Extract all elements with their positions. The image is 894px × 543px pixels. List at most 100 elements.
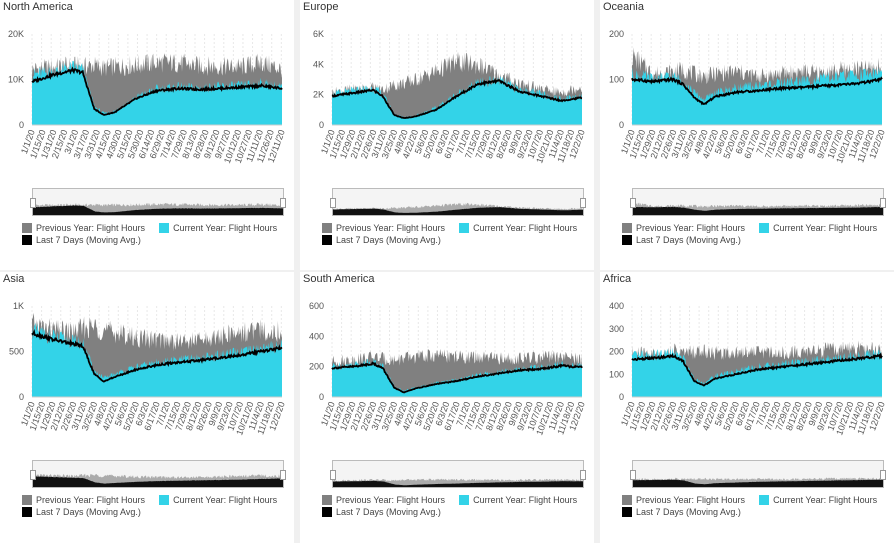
legend-swatch [22,223,32,233]
navigator-right-handle[interactable] [280,470,286,480]
y-tick-label: 6K [313,29,324,39]
chart-legend: Previous Year: Flight Hours Current Year:… [322,494,591,518]
series-moving-average-line [331,361,583,394]
navigator-moving-area [333,207,583,215]
legend-moving-average[interactable]: Last 7 Days (Moving Avg.) [322,235,441,245]
range-navigator[interactable] [630,460,886,488]
chart-legend: Previous Year: Flight Hours Current Year:… [622,494,891,518]
chart-svg: 02004006001/1/201/15/201/29/202/12/202/2… [309,301,587,437]
y-tick-label: 100 [609,75,624,85]
range-navigator[interactable] [330,188,586,216]
series-moving-average-line [31,329,283,383]
panel-title: North America [3,1,73,13]
y-tick-label: 600 [309,301,324,311]
legend-moving-average[interactable]: Last 7 Days (Moving Avg.) [22,507,141,517]
chart-panel: North America 0 10K 20K 1/1/20 1/15/20 1/31/20… [0,0,294,270]
y-tick-label: 0 [619,120,624,130]
legend-label: Last 7 Days (Moving Avg.) [36,507,141,517]
legend-moving-average[interactable]: Last 7 Days (Moving Avg.) [322,507,441,517]
legend-label: Last 7 Days (Moving Avg.) [336,507,441,517]
legend-label: Last 7 Days (Moving Avg.) [36,235,141,245]
legend-swatch [622,223,632,233]
legend-previous-year[interactable]: Previous Year: Flight Hours [622,495,745,505]
y-tick-label: 0 [319,392,324,402]
navigator-left-handle[interactable] [330,198,336,208]
legend-swatch [622,495,632,505]
y-tick-label: 0 [319,120,324,130]
navigator-right-handle[interactable] [580,470,586,480]
y-tick-label: 0 [619,392,624,402]
legend-moving-average[interactable]: Last 7 Days (Moving Avg.) [622,235,741,245]
legend-swatch [459,223,470,233]
series-moving-average-line [331,77,583,119]
y-tick-label: 10K [8,75,24,85]
y-tick-label: 2K [313,90,324,100]
chart-panel: South America 0 200 400 600 1/1/20 1/15/20 1/29… [300,272,594,543]
panel-title: Europe [303,1,339,13]
legend-swatch [759,495,770,505]
series-moving-average-line [31,66,283,116]
y-tick-label: 1K [13,301,24,311]
legend-label: Current Year: Flight Hours [473,223,578,233]
y-tick-label: 20K [8,29,24,39]
navigator-left-handle[interactable] [330,470,336,480]
legend-label: Current Year: Flight Hours [773,495,878,505]
legend-previous-year[interactable]: Previous Year: Flight Hours [622,223,745,233]
legend-current-year[interactable]: Current Year: Flight Hours [759,495,877,505]
range-navigator[interactable] [630,188,886,216]
legend-label: Current Year: Flight Hours [173,495,278,505]
navigator-svg [33,473,283,487]
legend-current-year[interactable]: Current Year: Flight Hours [159,495,277,505]
legend-current-year[interactable]: Current Year: Flight Hours [459,495,577,505]
legend-current-year[interactable]: Current Year: Flight Hours [759,223,877,233]
chart-svg: 01002001/1/201/15/201/29/202/12/202/26/2… [609,29,887,165]
panel-title: Oceania [603,1,644,13]
y-tick-label: 4K [313,59,324,69]
chart-svg: 05001K1/1/201/15/201/29/202/12/202/26/20… [9,301,287,437]
navigator-left-handle[interactable] [630,198,636,208]
y-tick-label: 200 [609,347,624,357]
legend-moving-average[interactable]: Last 7 Days (Moving Avg.) [22,235,141,245]
range-navigator[interactable] [330,460,586,488]
y-tick-label: 200 [609,29,624,39]
panel-title: South America [303,273,375,285]
navigator-left-handle[interactable] [30,470,36,480]
legend-previous-year[interactable]: Previous Year: Flight Hours [322,223,445,233]
legend-swatch [22,235,32,245]
chart-legend: Previous Year: Flight Hours Current Year:… [322,222,591,246]
legend-swatch [322,495,332,505]
range-navigator[interactable] [30,460,286,488]
navigator-svg [33,203,283,215]
series-moving-average-line [631,76,883,106]
legend-current-year[interactable]: Current Year: Flight Hours [459,223,577,233]
legend-label: Previous Year: Flight Hours [36,495,146,505]
legend-previous-year[interactable]: Previous Year: Flight Hours [22,223,145,233]
legend-current-year[interactable]: Current Year: Flight Hours [159,223,277,233]
y-tick-label: 500 [9,347,24,357]
legend-label: Previous Year: Flight Hours [36,223,146,233]
navigator-moving-area [33,476,283,487]
y-tick-label: 300 [609,324,624,334]
legend-previous-year[interactable]: Previous Year: Flight Hours [22,495,145,505]
legend-swatch [322,223,332,233]
legend-label: Previous Year: Flight Hours [636,495,746,505]
legend-moving-average[interactable]: Last 7 Days (Moving Avg.) [622,507,741,517]
navigator-right-handle[interactable] [280,198,286,208]
range-navigator[interactable] [30,188,286,216]
legend-previous-year[interactable]: Previous Year: Flight Hours [322,495,445,505]
navigator-right-handle[interactable] [880,470,886,480]
legend-label: Previous Year: Flight Hours [336,223,446,233]
panel-title: Asia [3,273,25,285]
navigator-moving-area [633,479,883,487]
navigator-left-handle[interactable] [630,470,636,480]
navigator-svg [333,478,583,487]
chart-legend: Previous Year: Flight Hours Current Year:… [22,222,291,246]
chart-panel: Africa 0 100 200 300 400 1/1/20 1/15/20 1/29/20 2… [600,272,894,543]
navigator-left-handle[interactable] [30,198,36,208]
legend-swatch [759,223,770,233]
y-tick-label: 0 [19,392,24,402]
navigator-right-handle[interactable] [580,198,586,208]
chart-panel: Asia 0 500 1K 1/1/20 1/15/20 1/29/20 2/12/20 2/2… [0,272,294,543]
navigator-right-handle[interactable] [880,198,886,208]
